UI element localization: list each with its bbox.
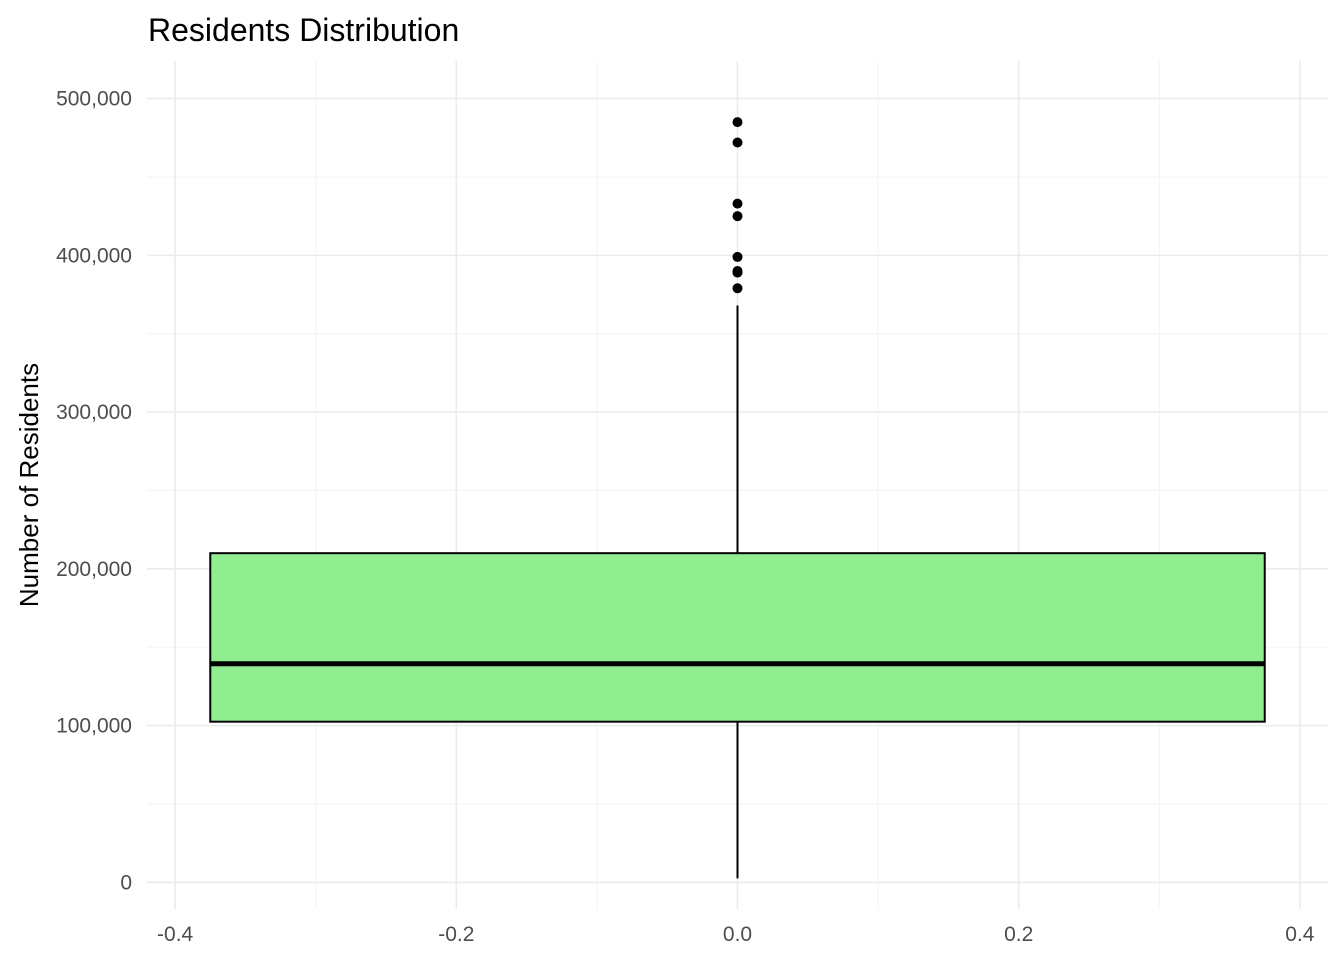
- y-tick-label: 300,000: [56, 401, 132, 424]
- chart-title: Residents Distribution: [148, 12, 459, 48]
- x-tick-label: -0.2: [438, 923, 474, 946]
- iqr-box: [209, 552, 1266, 723]
- x-tick-label: 0.4: [1285, 923, 1315, 946]
- outlier-point: [732, 283, 743, 294]
- outlier-point: [732, 211, 743, 222]
- x-axis-ticks: -0.4 -0.2 0.0 0.2 0.4: [157, 923, 1315, 946]
- y-tick-label: 500,000: [56, 88, 132, 111]
- outlier-point: [732, 198, 743, 209]
- y-tick-label: 100,000: [56, 715, 132, 738]
- y-axis-ticks: 0 100,000 200,000 300,000 400,000 500,000: [56, 88, 132, 895]
- outlier-point: [732, 266, 743, 277]
- outlier-point: [732, 137, 743, 148]
- y-tick-label: 200,000: [56, 558, 132, 581]
- outlier-layer: [732, 117, 743, 294]
- x-tick-label: 0.0: [723, 923, 752, 946]
- y-tick-label: 0: [120, 871, 132, 894]
- y-axis-title: Number of Residents: [14, 363, 44, 607]
- outlier-point: [732, 117, 743, 128]
- x-tick-label: -0.4: [157, 923, 194, 946]
- y-tick-label: 400,000: [56, 244, 132, 267]
- box-layer: [209, 305, 1266, 879]
- outlier-point: [732, 251, 743, 262]
- x-tick-label: 0.2: [1004, 923, 1033, 946]
